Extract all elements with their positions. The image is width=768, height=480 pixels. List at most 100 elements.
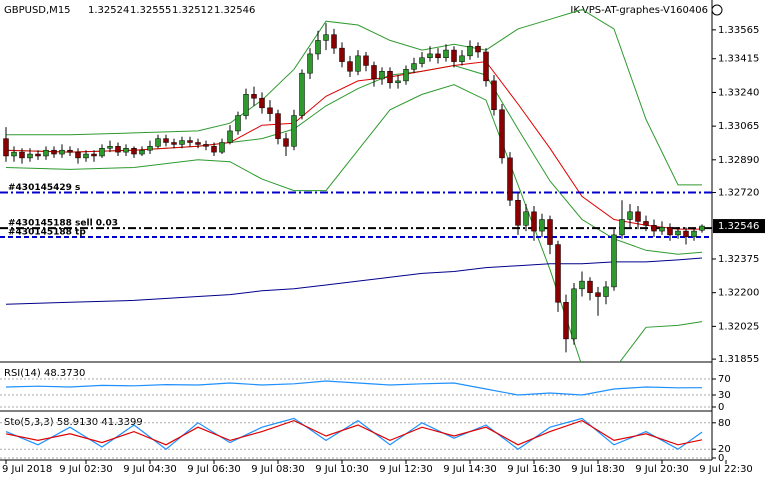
candle-body	[123, 148, 129, 153]
candle-body	[35, 153, 41, 157]
candle-body	[515, 200, 521, 226]
candle-body	[483, 51, 489, 82]
candle-body	[211, 146, 217, 153]
candle-body	[659, 226, 665, 232]
candle-body	[291, 115, 297, 147]
candle-body	[587, 280, 593, 293]
candle-body	[83, 153, 89, 159]
candle-body	[355, 55, 361, 72]
candle-body	[155, 138, 161, 147]
order-label: #430145188 tp	[8, 228, 86, 238]
candle-body	[171, 142, 177, 145]
candle-body	[251, 94, 257, 99]
candle-body	[99, 148, 105, 157]
candle-body	[491, 80, 497, 111]
candle-body	[443, 49, 449, 59]
y-tick-label: 1.32890	[718, 155, 759, 166]
header-high: 1.32555	[130, 5, 171, 16]
candle-body	[59, 149, 65, 155]
y-tick-label: 1.33415	[718, 54, 759, 65]
indicator-line	[6, 9, 702, 186]
candle-body	[371, 65, 377, 80]
candle-body	[67, 149, 73, 153]
x-tick-label: 9 Jul 16:30	[507, 464, 561, 475]
candle-body	[395, 80, 401, 84]
x-tick-label: 9 Jul 08:30	[251, 464, 305, 475]
candle-body	[235, 115, 241, 132]
y-tick-label: 1.32375	[718, 254, 759, 265]
x-tick-label: 9 Jul 14:30	[443, 464, 497, 475]
x-tick-label: 9 Jul 12:30	[379, 464, 433, 475]
candle-body	[11, 151, 17, 157]
candle-body	[459, 55, 465, 62]
y-tick-label: 80	[718, 418, 731, 429]
candle-body	[691, 230, 697, 238]
candle-body	[219, 142, 225, 153]
candle-body	[475, 45, 481, 53]
candle-body	[411, 63, 417, 70]
candle-body	[259, 97, 265, 109]
candle-body	[379, 70, 385, 80]
y-tick-label: 1.32200	[718, 288, 759, 299]
candle-body	[555, 244, 561, 303]
candle-body	[435, 53, 441, 59]
candle-body	[683, 230, 689, 238]
indicator-line	[5, 380, 703, 396]
order-label: #430145188 sell 0.03	[8, 219, 118, 229]
candle-body	[307, 53, 313, 74]
candle-body	[667, 226, 673, 236]
candle-body	[403, 69, 409, 82]
x-tick-label: 9 Jul 18:30	[571, 464, 625, 475]
candle-body	[299, 72, 305, 116]
candle-body	[467, 45, 473, 57]
candle-body	[419, 57, 425, 64]
candle-body	[315, 40, 321, 55]
candle-body	[451, 49, 457, 62]
candle-body	[139, 149, 145, 155]
candle-body	[203, 144, 209, 147]
y-tick-label: 30	[718, 390, 731, 401]
candle-body	[651, 225, 657, 232]
header-low: 1.32512	[172, 5, 213, 16]
price-tag: 1.32546	[718, 221, 759, 232]
candle-body	[43, 149, 49, 157]
candle-body	[283, 138, 289, 147]
y-tick-label: 1.31855	[718, 354, 759, 365]
candle-body	[363, 55, 369, 66]
candle-body	[499, 109, 505, 159]
candle-body	[275, 113, 281, 139]
x-tick-label: 9 Jul 10:30	[315, 464, 369, 475]
indicator-line	[5, 84, 703, 362]
indicator-line	[5, 419, 703, 446]
candle-body	[75, 151, 81, 159]
y-tick-label: 1.33240	[718, 87, 759, 98]
candle-body	[227, 130, 233, 143]
symbol: GBPUSD,M15	[4, 5, 71, 16]
candle-body	[19, 151, 25, 159]
candle-body	[387, 70, 393, 84]
smiley-icon	[711, 4, 723, 16]
y-tick-label: 0	[718, 402, 724, 413]
y-tick-label: 1.32025	[718, 321, 759, 332]
x-tick-label: 9 Jul 02:30	[59, 464, 113, 475]
y-tick-label: 1.33565	[718, 25, 759, 36]
candle-body	[91, 153, 97, 157]
y-tick-label: 1.32720	[718, 188, 759, 199]
header-open: 1.32524	[88, 5, 129, 16]
candle-body	[147, 146, 153, 151]
candle-body	[27, 153, 33, 159]
candle-body	[635, 211, 641, 222]
candle-body	[571, 288, 577, 340]
candle-body	[179, 140, 185, 145]
candle-body	[331, 34, 337, 49]
candle-body	[579, 280, 585, 290]
y-tick-label: 70	[718, 374, 731, 385]
plot-area	[0, 9, 712, 362]
candle-body	[603, 286, 609, 297]
candle-body	[3, 138, 9, 157]
candle-body	[243, 94, 249, 116]
candle-body	[347, 61, 353, 72]
x-tick-label: 9 Jul 06:30	[187, 464, 241, 475]
